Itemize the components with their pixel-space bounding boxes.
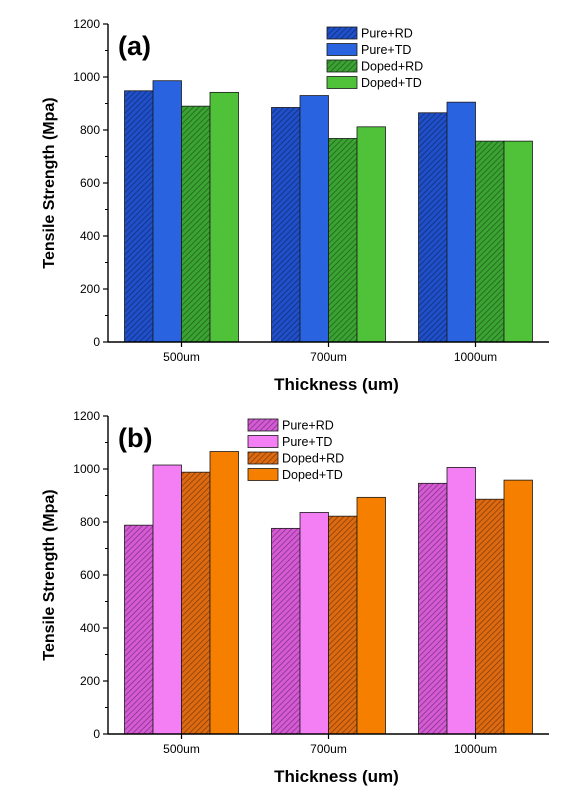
bar-doped-rd-700um — [328, 515, 358, 735]
y-tick-label: 800 — [80, 123, 100, 137]
legend-swatch — [247, 435, 279, 448]
bar-doped-td-1000um — [503, 140, 533, 343]
bar-pure-td-500um — [152, 464, 182, 735]
y-tick-label: 400 — [80, 229, 100, 243]
chart-panel-b: 500um 700um 1000um 0 200 400 600 800 1000 1200 (b)… — [41, 409, 549, 786]
y-tick-label: 200 — [80, 674, 100, 688]
legend-swatch — [247, 451, 279, 465]
y-tick-label: 600 — [80, 176, 100, 190]
y-tick-label: 0 — [93, 727, 100, 741]
bar-doped-rd-1000um — [475, 140, 505, 343]
y-tick-label: 200 — [80, 282, 100, 296]
x-tick-label: 1000um — [454, 350, 497, 364]
y-tick-label: 0 — [93, 335, 100, 349]
panel-label: (a) — [118, 31, 151, 61]
legend-label: Doped+RD — [282, 452, 344, 466]
legend-label: Pure+RD — [282, 419, 334, 433]
x-axis-title: Thickness (um) — [274, 767, 399, 786]
y-tick-label: 800 — [80, 515, 100, 529]
bar-doped-rd-1000um — [475, 498, 505, 735]
x-tick-label: 700um — [310, 742, 347, 756]
bar-doped-rd-700um — [328, 138, 358, 343]
legend-swatch — [326, 43, 358, 56]
bar-pure-rd-1000um — [418, 482, 448, 735]
x-tick-label: 1000um — [454, 742, 497, 756]
bar-doped-td-500um — [209, 91, 239, 343]
x-axis-title: Thickness (um) — [274, 375, 399, 394]
legend-label: Pure+TD — [361, 43, 411, 57]
bar-pure-rd-700um — [271, 527, 301, 735]
x-tick-label: 500um — [163, 742, 200, 756]
bar-doped-rd-500um — [181, 471, 211, 735]
bar-doped-td-700um — [356, 496, 386, 735]
chart-panel-a: 500um 700um 1000um 0 200 400 600 800 1000 1200 (a)… — [41, 17, 549, 394]
legend-swatch — [247, 468, 279, 481]
bar-doped-td-1000um — [503, 479, 533, 735]
y-tick-label: 400 — [80, 621, 100, 635]
bar-doped-td-700um — [356, 126, 386, 343]
x-tick-label: 500um — [163, 350, 200, 364]
y-axis-title: Tensile Strength (Mpa) — [41, 97, 58, 268]
legend-swatch — [326, 26, 358, 40]
bar-pure-td-1000um — [446, 101, 476, 343]
y-axis-title: Tensile Strength (Mpa) — [41, 489, 58, 660]
bar-pure-rd-1000um — [418, 112, 448, 343]
y-tick-label: 600 — [80, 568, 100, 582]
bar-pure-rd-500um — [124, 524, 154, 735]
y-tick-label: 1000 — [73, 462, 100, 476]
bar-pure-td-700um — [299, 512, 329, 735]
y-tick-label: 1200 — [73, 17, 100, 31]
legend-label: Doped+TD — [282, 468, 343, 482]
legend-swatch — [247, 418, 279, 432]
legend-label: Pure+RD — [361, 27, 413, 41]
legend-label: Doped+TD — [361, 76, 422, 90]
legend-label: Pure+TD — [282, 435, 332, 449]
legend-swatch — [326, 76, 358, 89]
x-tick-label: 700um — [310, 350, 347, 364]
bar-pure-td-700um — [299, 95, 329, 343]
panel-label: (b) — [118, 423, 152, 453]
legend: Pure+RD Pure+TD Doped+RD Doped+TD — [247, 418, 344, 482]
legend-label: Doped+RD — [361, 60, 423, 74]
y-tick-label: 1200 — [73, 409, 100, 423]
bar-doped-td-500um — [209, 451, 239, 735]
legend-swatch — [326, 59, 358, 73]
bar-doped-rd-500um — [181, 105, 211, 343]
bar-pure-rd-500um — [124, 90, 154, 343]
bar-pure-td-500um — [152, 80, 182, 343]
bar-pure-td-1000um — [446, 467, 476, 735]
legend: Pure+RD Pure+TD Doped+RD Doped+TD — [326, 26, 423, 90]
y-tick-label: 1000 — [73, 70, 100, 84]
bar-pure-rd-700um — [271, 107, 301, 343]
